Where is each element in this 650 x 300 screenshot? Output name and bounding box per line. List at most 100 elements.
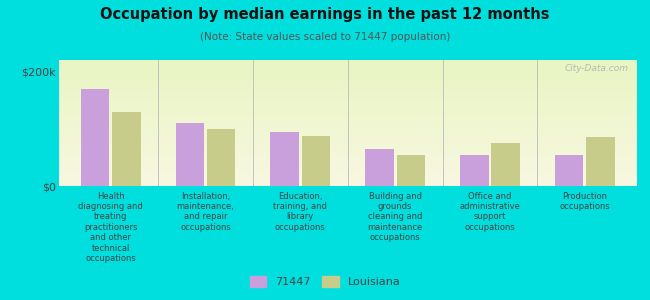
- Bar: [396, 154, 425, 186]
- Bar: [58, 145, 637, 146]
- Bar: [58, 93, 637, 94]
- Bar: [58, 105, 637, 106]
- Bar: [58, 168, 637, 169]
- Bar: [58, 148, 637, 149]
- Bar: [58, 96, 637, 97]
- Bar: [58, 94, 637, 95]
- Bar: [58, 77, 637, 78]
- Bar: [555, 154, 584, 186]
- Bar: [58, 119, 637, 120]
- Bar: [58, 176, 637, 177]
- Bar: [58, 75, 637, 76]
- Bar: [58, 164, 637, 165]
- Bar: [58, 129, 637, 130]
- Bar: [58, 98, 637, 99]
- Bar: [58, 177, 637, 178]
- Bar: [58, 70, 637, 71]
- Bar: [58, 138, 637, 139]
- Bar: [58, 154, 637, 155]
- Bar: [58, 115, 637, 116]
- Bar: [58, 83, 637, 84]
- Bar: [58, 182, 637, 183]
- Bar: [58, 171, 637, 172]
- Bar: [58, 87, 637, 88]
- Text: City-Data.com: City-Data.com: [564, 64, 629, 73]
- Bar: [58, 174, 637, 175]
- Bar: [58, 170, 637, 171]
- Bar: [58, 92, 637, 93]
- Bar: [58, 156, 637, 157]
- Bar: [58, 102, 637, 103]
- Bar: [491, 143, 520, 186]
- Bar: [58, 80, 637, 81]
- Bar: [58, 111, 637, 112]
- Bar: [58, 169, 637, 170]
- Bar: [58, 97, 637, 98]
- Bar: [207, 129, 235, 186]
- Bar: [58, 66, 637, 67]
- Bar: [58, 114, 637, 115]
- Bar: [58, 122, 637, 123]
- Bar: [58, 158, 637, 159]
- Bar: [58, 161, 637, 162]
- Bar: [58, 106, 637, 107]
- Bar: [58, 162, 637, 163]
- Bar: [112, 112, 140, 186]
- Bar: [58, 90, 637, 91]
- Bar: [58, 60, 637, 61]
- Bar: [58, 79, 637, 80]
- Bar: [58, 88, 637, 89]
- Bar: [58, 81, 637, 82]
- Bar: [58, 62, 637, 63]
- Bar: [58, 89, 637, 90]
- Bar: [58, 103, 637, 104]
- Bar: [58, 167, 637, 168]
- Bar: [58, 67, 637, 68]
- Bar: [58, 153, 637, 154]
- Bar: [58, 172, 637, 173]
- Bar: [58, 146, 637, 147]
- Bar: [58, 180, 637, 181]
- Bar: [58, 152, 637, 153]
- Bar: [58, 64, 637, 65]
- Bar: [58, 76, 637, 77]
- Bar: [58, 149, 637, 150]
- Bar: [58, 159, 637, 160]
- Bar: [58, 85, 637, 86]
- Bar: [58, 108, 637, 109]
- Bar: [58, 133, 637, 134]
- Bar: [81, 88, 109, 186]
- Bar: [58, 86, 637, 87]
- Bar: [460, 154, 489, 186]
- Bar: [586, 137, 615, 186]
- Bar: [58, 139, 637, 140]
- Bar: [58, 125, 637, 126]
- Bar: [58, 82, 637, 83]
- Bar: [58, 109, 637, 110]
- Bar: [58, 163, 637, 164]
- Bar: [58, 160, 637, 161]
- Bar: [58, 104, 637, 105]
- Bar: [58, 117, 637, 118]
- Bar: [58, 165, 637, 166]
- Bar: [58, 134, 637, 135]
- Bar: [58, 140, 637, 141]
- Bar: [58, 135, 637, 136]
- Bar: [58, 112, 637, 113]
- Bar: [58, 110, 637, 111]
- Bar: [58, 113, 637, 114]
- Bar: [58, 183, 637, 184]
- Bar: [58, 136, 637, 137]
- Bar: [58, 95, 637, 96]
- Bar: [58, 68, 637, 69]
- Bar: [58, 132, 637, 133]
- Bar: [58, 116, 637, 117]
- Bar: [58, 142, 637, 143]
- Bar: [58, 100, 637, 101]
- Bar: [58, 184, 637, 185]
- Bar: [58, 144, 637, 145]
- Bar: [176, 123, 204, 186]
- Bar: [270, 132, 299, 186]
- Bar: [58, 107, 637, 108]
- Bar: [58, 120, 637, 121]
